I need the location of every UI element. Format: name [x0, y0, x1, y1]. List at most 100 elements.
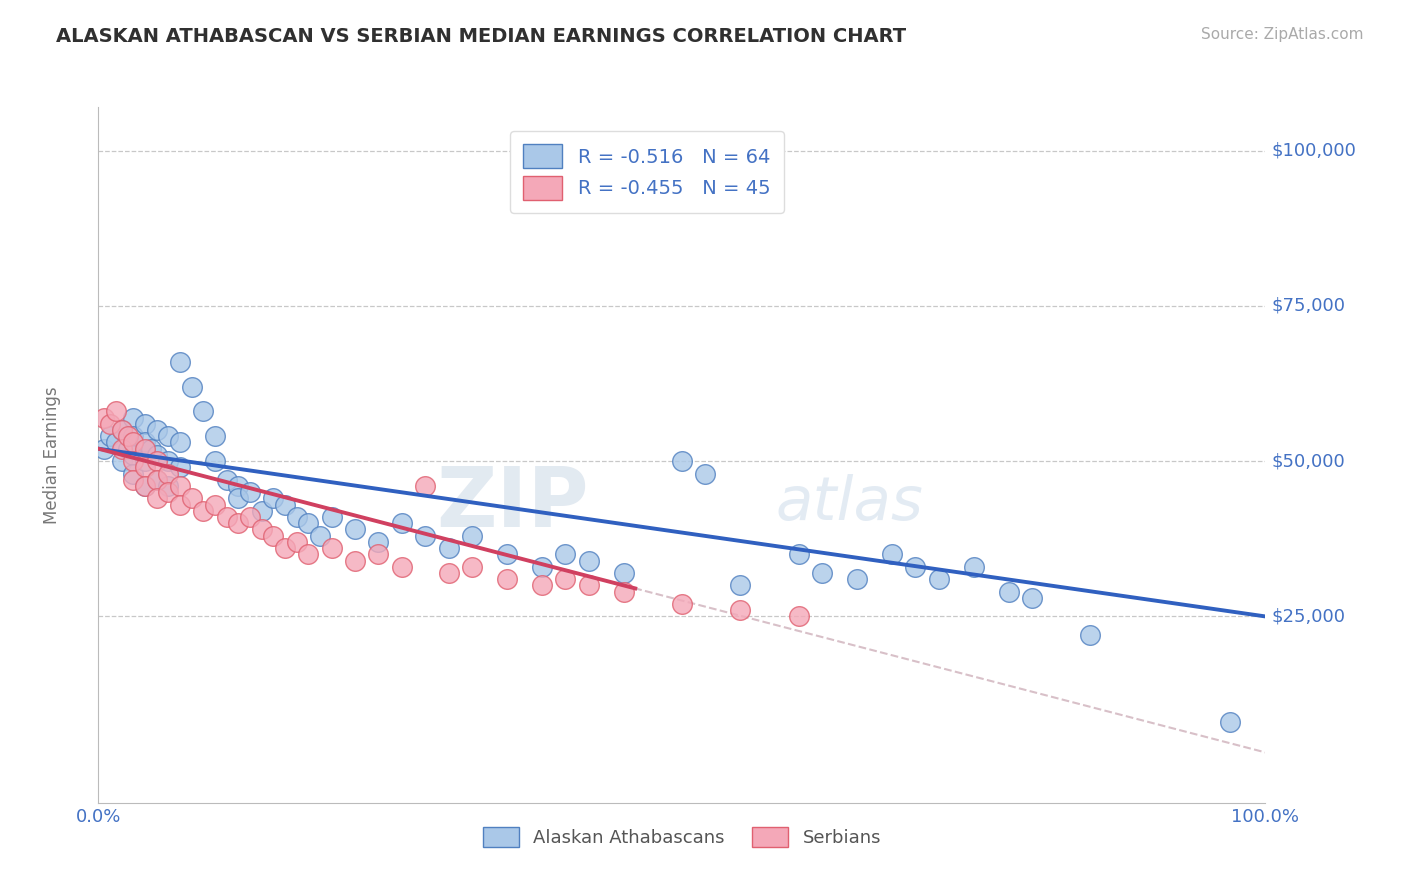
- Point: [880, 547, 903, 561]
- Text: Median Earnings: Median Earnings: [42, 386, 60, 524]
- Point: [297, 516, 319, 531]
- Point: [146, 448, 169, 462]
- Point: [811, 566, 834, 580]
- Point: [169, 355, 191, 369]
- Point: [193, 404, 215, 418]
- Point: [671, 454, 693, 468]
- Point: [157, 454, 180, 468]
- Point: [1021, 591, 1043, 605]
- Point: [122, 435, 145, 450]
- Point: [437, 541, 460, 555]
- Point: [169, 479, 191, 493]
- Point: [730, 603, 752, 617]
- Point: [297, 547, 319, 561]
- Point: [413, 529, 436, 543]
- Point: [530, 559, 553, 574]
- Point: [111, 454, 134, 468]
- Point: [146, 473, 169, 487]
- Point: [157, 467, 180, 481]
- Point: [285, 510, 308, 524]
- Point: [146, 473, 169, 487]
- Point: [122, 410, 145, 425]
- Point: [239, 485, 262, 500]
- Point: [730, 578, 752, 592]
- Point: [437, 566, 460, 580]
- Text: $25,000: $25,000: [1271, 607, 1346, 625]
- Point: [344, 523, 367, 537]
- Point: [274, 498, 297, 512]
- Point: [274, 541, 297, 555]
- Point: [787, 547, 810, 561]
- Point: [613, 584, 636, 599]
- Point: [250, 504, 273, 518]
- Point: [530, 578, 553, 592]
- Point: [93, 442, 115, 456]
- Point: [1080, 628, 1102, 642]
- Point: [904, 559, 927, 574]
- Point: [1219, 714, 1241, 729]
- Point: [204, 429, 226, 443]
- Point: [496, 547, 519, 561]
- Point: [496, 572, 519, 586]
- Point: [117, 429, 139, 443]
- Text: ZIP: ZIP: [436, 463, 589, 544]
- Point: [578, 553, 600, 567]
- Point: [228, 516, 250, 531]
- Point: [169, 460, 191, 475]
- Point: [554, 572, 576, 586]
- Point: [285, 534, 308, 549]
- Point: [413, 479, 436, 493]
- Point: [134, 454, 156, 468]
- Point: [122, 473, 145, 487]
- Point: [146, 423, 169, 437]
- Point: [157, 485, 180, 500]
- Point: [997, 584, 1019, 599]
- Point: [122, 467, 145, 481]
- Point: [117, 442, 139, 456]
- Point: [146, 491, 169, 506]
- Point: [787, 609, 810, 624]
- Point: [146, 454, 169, 468]
- Point: [215, 473, 238, 487]
- Point: [157, 429, 180, 443]
- Text: Source: ZipAtlas.com: Source: ZipAtlas.com: [1201, 27, 1364, 42]
- Text: ALASKAN ATHABASCAN VS SERBIAN MEDIAN EARNINGS CORRELATION CHART: ALASKAN ATHABASCAN VS SERBIAN MEDIAN EAR…: [56, 27, 907, 45]
- Point: [204, 498, 226, 512]
- Point: [134, 479, 156, 493]
- Point: [122, 454, 145, 468]
- Point: [104, 435, 127, 450]
- Point: [104, 404, 127, 418]
- Legend: Alaskan Athabascans, Serbians: Alaskan Athabascans, Serbians: [474, 817, 890, 856]
- Point: [122, 448, 145, 462]
- Point: [139, 442, 162, 456]
- Point: [578, 578, 600, 592]
- Point: [262, 529, 284, 543]
- Point: [98, 417, 121, 431]
- Point: [262, 491, 284, 506]
- Point: [134, 460, 156, 475]
- Text: $50,000: $50,000: [1271, 452, 1346, 470]
- Point: [461, 559, 484, 574]
- Point: [613, 566, 636, 580]
- Text: $75,000: $75,000: [1271, 297, 1346, 315]
- Point: [391, 516, 413, 531]
- Point: [157, 479, 180, 493]
- Point: [215, 510, 238, 524]
- Point: [122, 429, 145, 443]
- Point: [180, 491, 202, 506]
- Point: [391, 559, 413, 574]
- Point: [928, 572, 950, 586]
- Point: [309, 529, 332, 543]
- Point: [111, 423, 134, 437]
- Point: [344, 553, 367, 567]
- Point: [228, 479, 250, 493]
- Point: [671, 597, 693, 611]
- Point: [93, 410, 115, 425]
- Point: [228, 491, 250, 506]
- Text: atlas: atlas: [775, 475, 924, 533]
- Point: [193, 504, 215, 518]
- Point: [180, 379, 202, 393]
- Point: [169, 435, 191, 450]
- Point: [134, 479, 156, 493]
- Point: [250, 523, 273, 537]
